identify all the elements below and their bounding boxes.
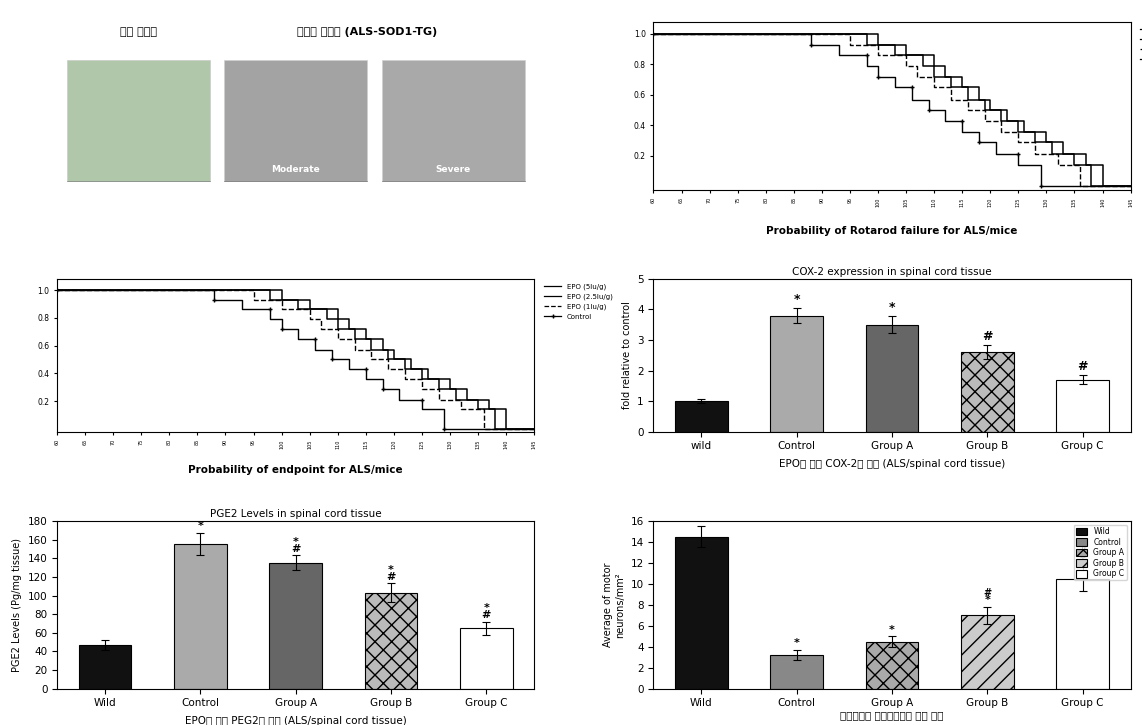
Bar bbox=[962, 352, 1014, 431]
Bar bbox=[224, 60, 368, 181]
Bar bbox=[675, 536, 727, 689]
Text: #: # bbox=[1077, 360, 1088, 373]
Y-axis label: PGE2 Levels (Pg/mg tissue): PGE2 Levels (Pg/mg tissue) bbox=[13, 538, 22, 672]
Text: #: # bbox=[291, 544, 300, 554]
Bar bbox=[66, 60, 210, 181]
Y-axis label: fold relative to control: fold relative to control bbox=[621, 302, 632, 409]
Bar bbox=[174, 544, 226, 689]
Bar bbox=[381, 60, 524, 181]
Text: *: * bbox=[1079, 555, 1086, 565]
Text: Severe: Severe bbox=[435, 165, 471, 175]
Text: 루게릭 마우스 (ALS-SOD1-TG): 루게릭 마우스 (ALS-SOD1-TG) bbox=[297, 27, 437, 37]
Text: *: * bbox=[794, 292, 799, 305]
Title: COX-2 expression in spinal cord tissue: COX-2 expression in spinal cord tissue bbox=[793, 267, 992, 277]
Text: *: * bbox=[794, 639, 799, 648]
Bar bbox=[866, 325, 918, 431]
Text: *: * bbox=[292, 537, 298, 547]
Text: Probability of endpoint for ALS/mice: Probability of endpoint for ALS/mice bbox=[188, 465, 403, 475]
Text: #: # bbox=[1078, 547, 1087, 557]
Text: #: # bbox=[983, 588, 991, 598]
Bar bbox=[962, 616, 1014, 689]
Legend: EPO (5Iu/g), EPO (2.5Iu/g), EPO (1Iu/g), Control: EPO (5Iu/g), EPO (2.5Iu/g), EPO (1Iu/g),… bbox=[542, 283, 614, 321]
Text: Moderate: Moderate bbox=[272, 165, 320, 175]
Text: *: * bbox=[388, 565, 394, 575]
Text: *: * bbox=[888, 301, 895, 314]
Text: *: * bbox=[483, 603, 489, 613]
Bar bbox=[771, 655, 823, 689]
Text: 정상 마우스: 정상 마우스 bbox=[120, 27, 156, 37]
Legend: Wild, Control, Group A, Group B, Group C: Wild, Control, Group A, Group B, Group C bbox=[1073, 525, 1127, 581]
Legend: EPO (5Iu/g), EPO (2.5Iu/g), EPO (1Iu/g), Control: EPO (5Iu/g), EPO (2.5Iu/g), EPO (1Iu/g),… bbox=[1139, 25, 1142, 64]
Text: #: # bbox=[482, 610, 491, 620]
Bar bbox=[270, 563, 322, 689]
Text: *: * bbox=[890, 625, 895, 635]
Text: #: # bbox=[386, 571, 395, 581]
Bar bbox=[364, 593, 417, 689]
Title: PGE2 Levels in spinal cord tissue: PGE2 Levels in spinal cord tissue bbox=[210, 509, 381, 519]
Text: *: * bbox=[984, 595, 990, 605]
Y-axis label: Average of motor
neurons/mm²: Average of motor neurons/mm² bbox=[603, 563, 625, 647]
Bar bbox=[1056, 579, 1109, 689]
Text: EPO에 의한 PEG2의 감소 (ALS/spinal cord tissue): EPO에 의한 PEG2의 감소 (ALS/spinal cord tissue… bbox=[185, 716, 407, 725]
Bar bbox=[460, 628, 513, 689]
Bar bbox=[79, 645, 131, 689]
Bar bbox=[675, 401, 727, 431]
Text: #: # bbox=[982, 330, 992, 343]
Text: EPO에 의한 COX-2의 감소 (ALS/spinal cord tissue): EPO에 의한 COX-2의 감소 (ALS/spinal cord tissu… bbox=[779, 459, 1005, 469]
Bar bbox=[771, 315, 823, 431]
Text: 처치군에서 운동신경세포 수의 증가: 처치군에서 운동신경세포 수의 증가 bbox=[841, 710, 943, 721]
Bar bbox=[866, 642, 918, 689]
Text: *: * bbox=[198, 521, 203, 531]
Bar bbox=[1056, 380, 1109, 431]
Text: Probability of Rotarod failure for ALS/mice: Probability of Rotarod failure for ALS/m… bbox=[766, 226, 1018, 236]
